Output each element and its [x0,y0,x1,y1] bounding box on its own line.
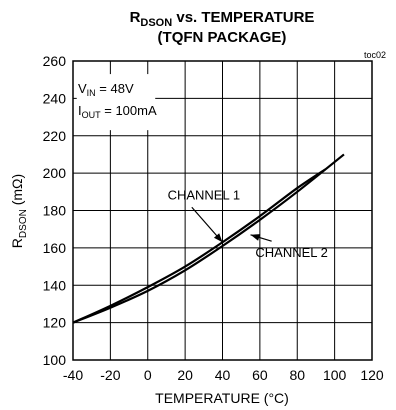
y-tick-label: 120 [43,315,67,331]
annotation-arrowhead-channel-2 [250,234,261,241]
y-axis-label: RDSON (mΩ) [9,174,29,248]
annotation-label-channel-2: CHANNEL 2 [255,245,327,260]
y-tick-labels: 100 120 140 160 180 200 220 240 260 [43,53,67,368]
x-tick-label: 40 [215,367,231,383]
annotation-label-channel-1: CHANNEL 1 [168,187,240,202]
series-line-channel-2 [72,153,345,324]
chart-title-line2: (TQFN PACKAGE) [158,29,287,46]
x-tick-labels: -40 -20 0 20 40 60 80 100 120 [63,367,384,383]
x-axis-label: TEMPERATURE (°C) [155,390,289,406]
x-tick-label: 20 [177,367,193,383]
y-tick-label: 200 [43,165,67,181]
x-tick-label: 120 [360,367,384,383]
x-tick-label: 100 [323,367,347,383]
condition-box-background [76,74,156,131]
grid [73,61,372,360]
plot-frame [72,60,373,361]
annotation-arrowhead-channel-1 [213,233,223,243]
y-tick-label: 220 [43,128,67,144]
series-annotations: CHANNEL 1 CHANNEL 2 [168,187,328,260]
y-tick-label: 180 [43,203,67,219]
y-tick-label: 100 [43,352,67,368]
y-tick-label: 160 [43,240,67,256]
condition-iout: IOUT = 100mA [78,103,157,120]
x-tick-label: -20 [100,367,120,383]
x-tick-label: 60 [252,367,268,383]
y-tick-label: 260 [43,53,67,69]
x-tick-label: -40 [63,367,83,383]
y-tick-label: 240 [43,90,67,106]
chart-title-line1: RDSON vs. TEMPERATURE [130,9,315,29]
x-tick-label: 80 [289,367,305,383]
series-lines [72,153,345,324]
condition-vin: VIN = 48V [78,81,134,98]
y-tick-label: 140 [43,277,67,293]
series-line-channel-1 [72,168,326,324]
figure-code: toc02 [364,50,386,60]
x-tick-label: 0 [144,367,152,383]
